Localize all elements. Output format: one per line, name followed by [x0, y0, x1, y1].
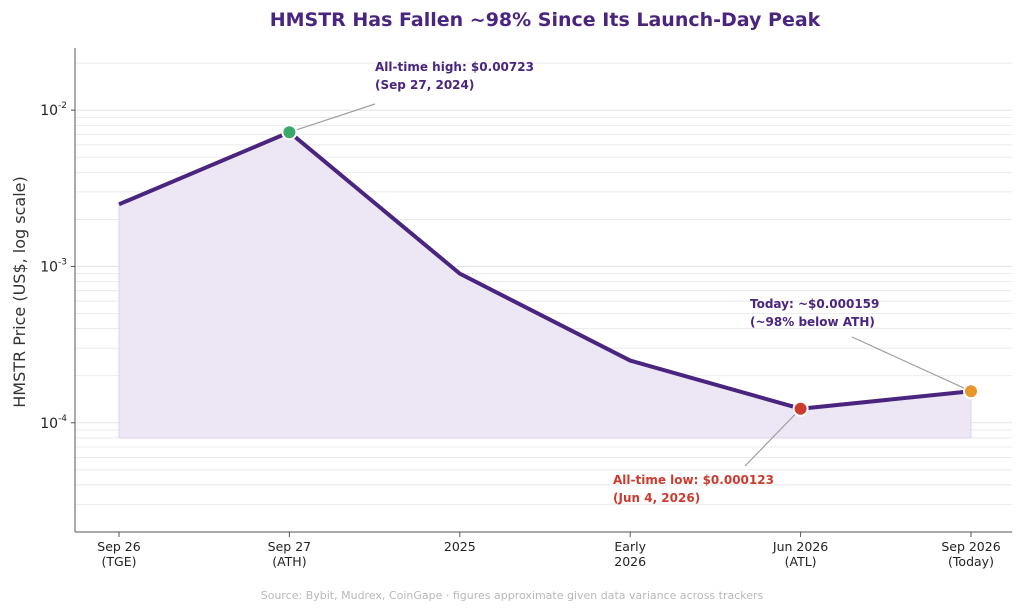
ath-leader-line	[289, 103, 376, 133]
x-ticks: Sep 26 (TGE) Sep 27 (ATH) 2025 Early 2026 Jun 2…	[97, 532, 1001, 569]
ath-annotation: All-time high: $0.00723 (Sep 27, 2024)	[375, 60, 534, 92]
ath-point-marker	[281, 124, 298, 141]
price-area-fill	[118, 131, 972, 439]
x-tick-label: Sep 2026 (Today)	[941, 539, 1000, 569]
y-axis-label: HMSTR Price (US$, log scale)	[10, 176, 29, 408]
atl-annotation: All-time low: $0.000123 (Jun 4, 2026)	[613, 473, 774, 505]
y-tick-label: 10-3	[40, 257, 67, 275]
atl-leader-line	[744, 408, 802, 467]
chart-title: HMSTR Has Fallen ~98% Since Its Launch-D…	[270, 9, 821, 31]
y-ticks: 10-2 10-3 10-4	[40, 101, 75, 432]
x-tick-label: Early 2026	[614, 539, 646, 569]
annotation-leaders	[289, 103, 972, 467]
today-point-marker	[963, 383, 979, 400]
atl-point-marker	[792, 400, 809, 417]
annotations: All-time high: $0.00723 (Sep 27, 2024) Tod…	[375, 60, 879, 505]
x-tick-label: Sep 27 (ATH)	[268, 539, 311, 569]
source-note: Source: Bybit, Mudrex, CoinGape · figure…	[261, 589, 764, 602]
x-tick-label: 2025	[444, 539, 476, 554]
y-tick-label: 10-2	[40, 101, 67, 119]
x-tick-label: Jun 2026 (ATL)	[772, 539, 828, 569]
data-points	[281, 124, 979, 417]
today-annotation: Today: ~$0.000159 (~98% below ATH)	[750, 297, 879, 329]
price-line	[118, 130, 972, 411]
today-leader-line	[851, 336, 972, 392]
y-tick-label: 10-4	[40, 414, 67, 432]
x-tick-label: Sep 26 (TGE)	[97, 539, 140, 569]
